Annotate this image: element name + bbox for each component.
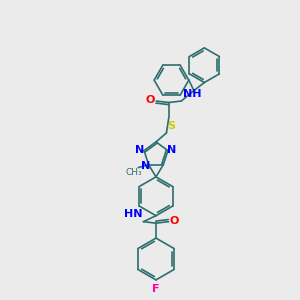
- Text: O: O: [146, 95, 155, 105]
- Text: F: F: [152, 284, 160, 294]
- Text: HN: HN: [124, 209, 142, 219]
- Text: N: N: [135, 145, 145, 155]
- Text: N: N: [141, 161, 150, 171]
- Text: CH₃: CH₃: [125, 168, 142, 177]
- Text: O: O: [170, 216, 179, 226]
- Text: N: N: [167, 145, 176, 155]
- Text: NH: NH: [182, 88, 201, 99]
- Text: S: S: [167, 121, 175, 131]
